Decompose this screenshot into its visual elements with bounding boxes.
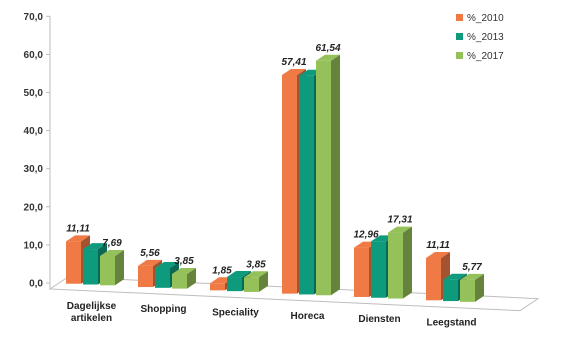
legend-swatch: [456, 33, 463, 40]
legend-swatch: [456, 14, 463, 21]
legend-label: %_2013: [467, 32, 504, 43]
bar-2017-4: [388, 226, 412, 299]
data-label: 3,85: [174, 256, 194, 267]
category-label: Shopping: [140, 304, 186, 315]
y-tick-label: 60,0: [24, 50, 44, 61]
y-tick-label: 0,0: [29, 279, 43, 290]
bars-layer: [66, 54, 484, 302]
y-tick-label: 20,0: [24, 202, 44, 213]
bar-2017-2: [244, 271, 268, 292]
y-tick-label: 30,0: [24, 164, 44, 175]
category-label: Leegstand: [426, 317, 476, 328]
data-label: 5,56: [140, 248, 160, 259]
legend: %_2010 %_2013 %_2017: [456, 13, 504, 62]
category-label: Horeca: [291, 311, 325, 322]
y-tick-label: 50,0: [24, 88, 44, 99]
y-tick-label: 10,0: [24, 240, 44, 251]
bar-2017-0: [100, 250, 124, 286]
data-label: 11,11: [426, 240, 450, 251]
legend-label: %_2017: [467, 51, 504, 62]
bar-2017-5: [460, 273, 484, 302]
category-label: artikelen: [71, 313, 112, 324]
data-label: 17,31: [387, 215, 412, 226]
category-label: Speciality: [212, 308, 259, 319]
y-tick-label: 70,0: [24, 12, 44, 23]
data-label: 3,85: [246, 259, 266, 270]
category-label: Dagelijkse: [67, 301, 117, 312]
bar-2017-3: [316, 54, 340, 296]
y-tick-label: 40,0: [24, 126, 44, 137]
legend-swatch: [456, 52, 463, 59]
bar-2017-1: [172, 267, 196, 289]
data-label: 1,85: [212, 265, 232, 276]
data-label: 11,11: [66, 223, 90, 234]
data-label: 12,96: [353, 230, 378, 241]
legend-label: %_2010: [467, 13, 504, 24]
data-label: 57,41: [281, 57, 306, 68]
data-label: 5,77: [462, 262, 482, 273]
data-label: 7,69: [102, 238, 122, 249]
data-label: 61,54: [315, 43, 340, 54]
category-label: Diensten: [358, 314, 400, 325]
